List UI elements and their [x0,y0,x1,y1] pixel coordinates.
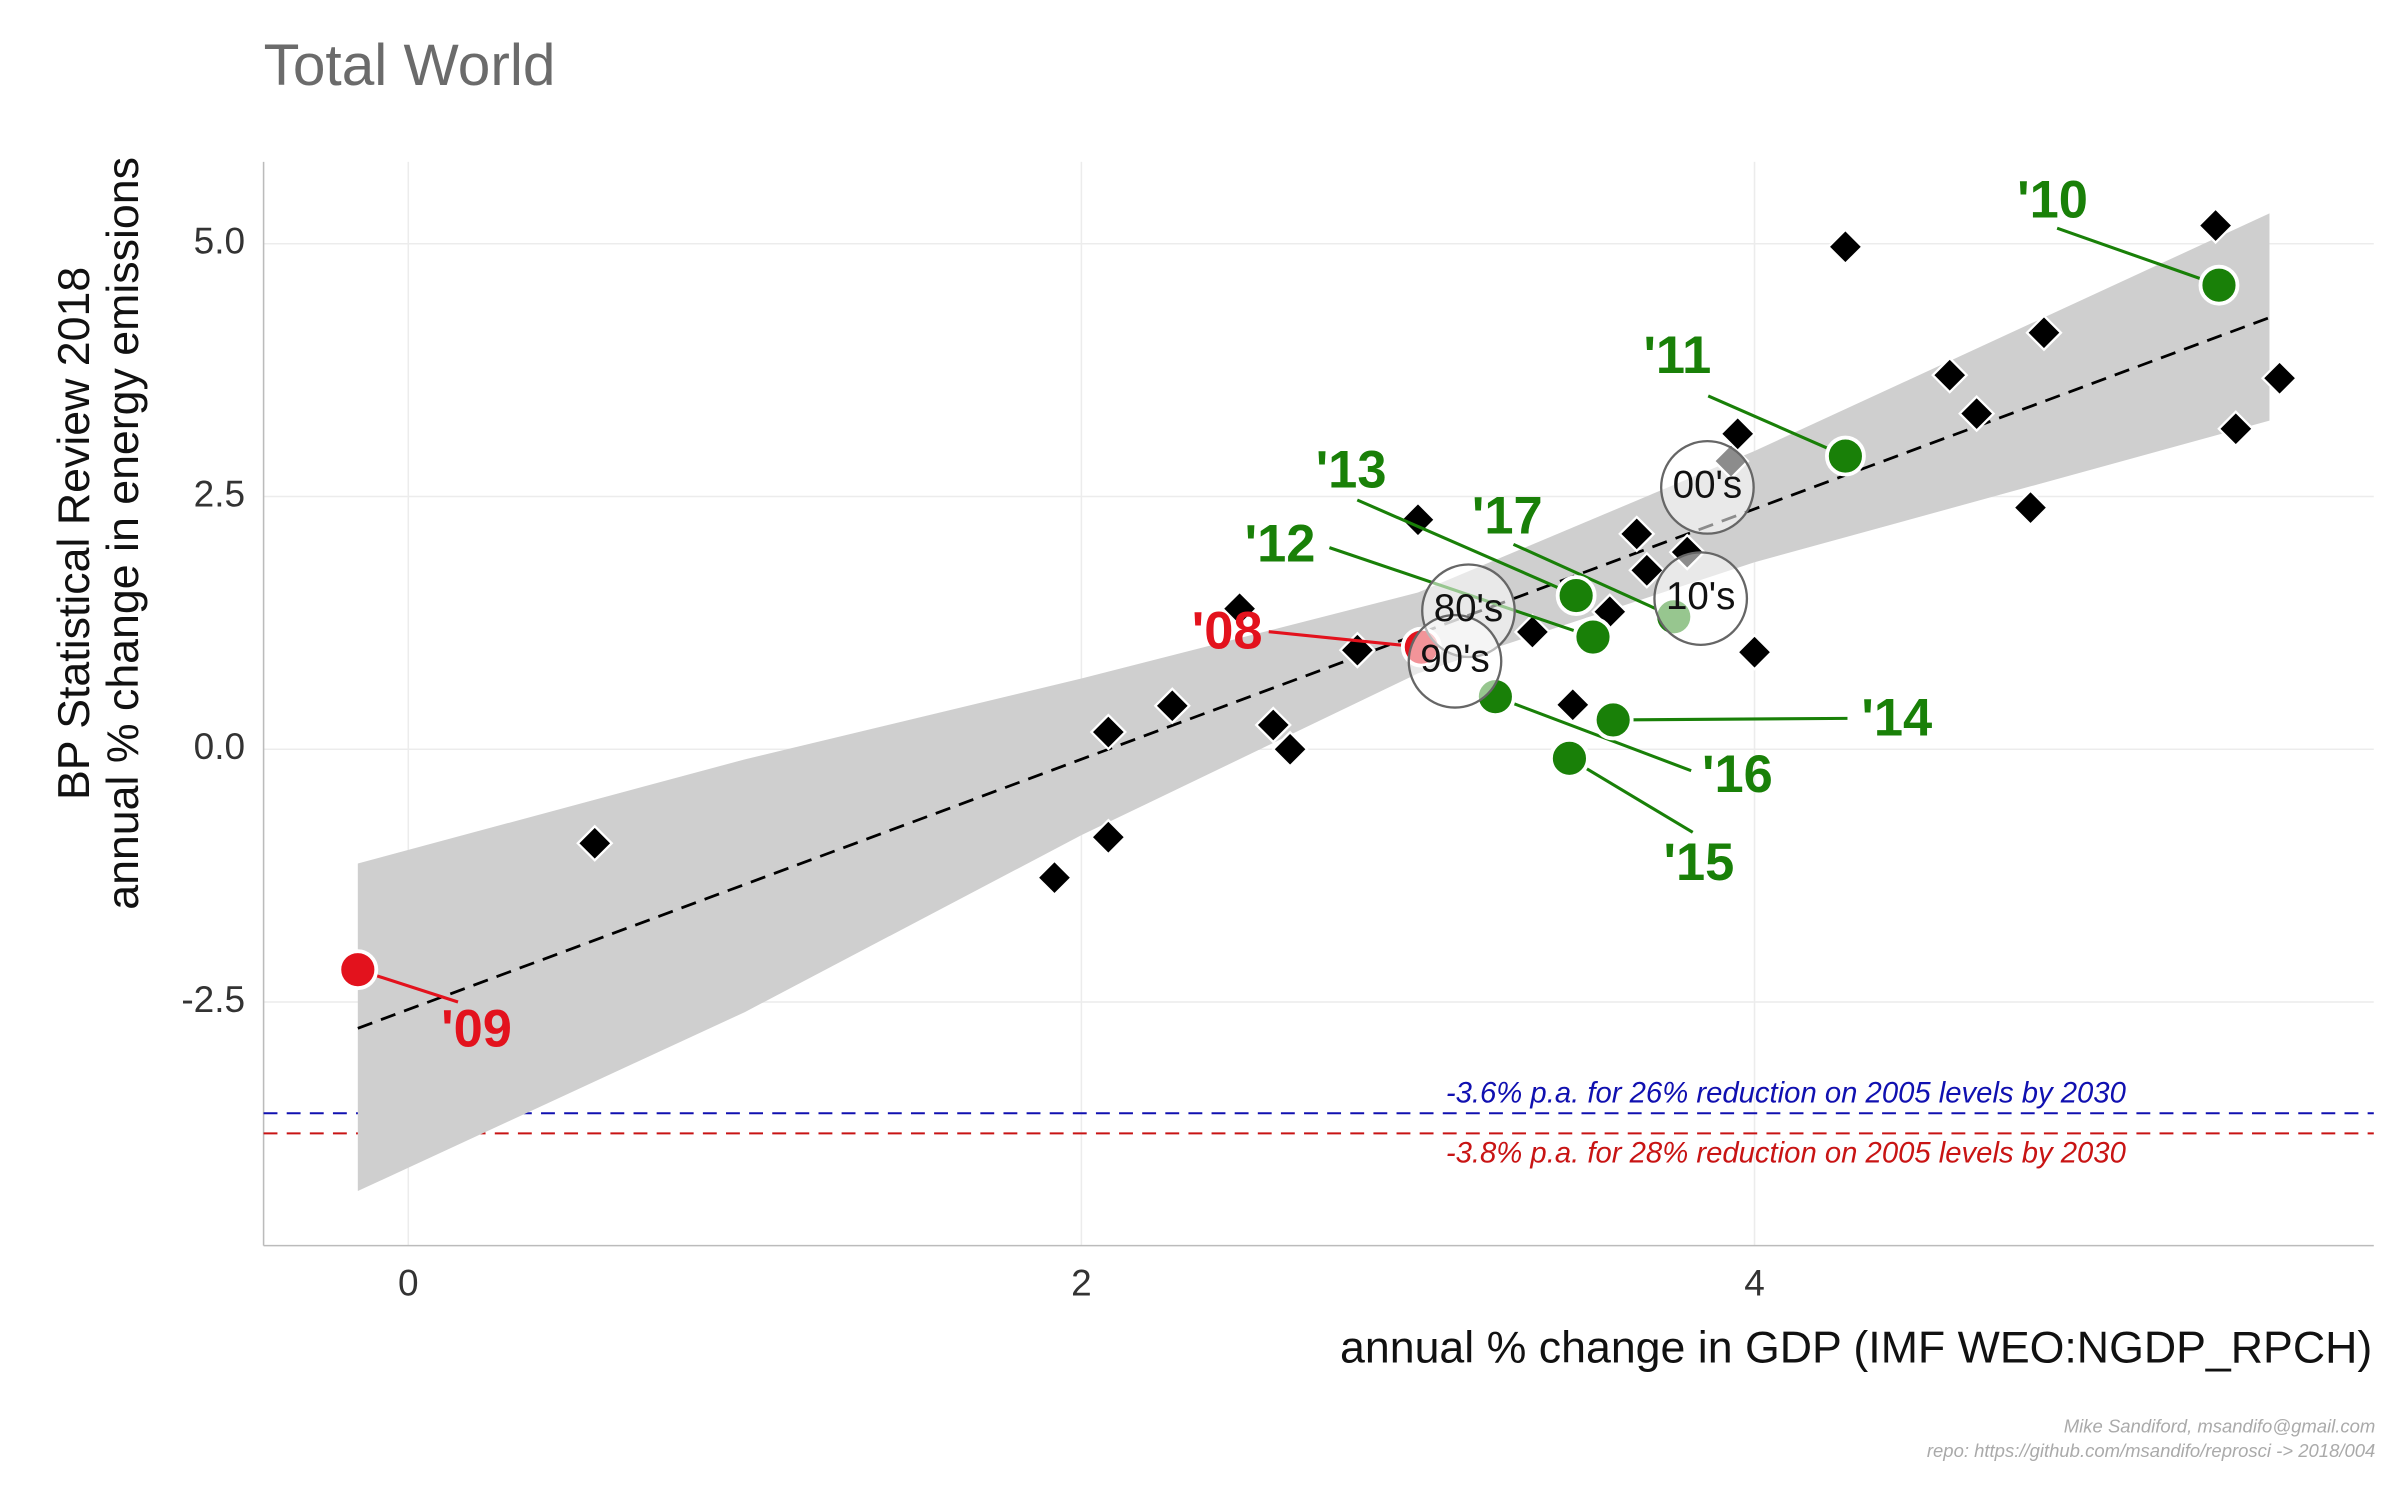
highlight-label: '12 [1245,515,1316,573]
leader-line [1268,630,1422,649]
x-axis-label: annual % change in GDP (IMF WEO:NGDP_RPC… [1340,1323,2372,1372]
point [1254,706,1292,744]
y-tick-label: 0.0 [194,726,245,767]
highlight-label: '16 [1702,746,1773,804]
highlight-label: '13 [1316,442,1387,500]
fit-line [357,316,2270,1030]
y-tick-label: 2.5 [194,473,245,514]
decade-label: 00's [1673,464,1742,507]
leader-line [1568,757,1694,834]
y-axis-label: BP Statistical Review 2018 [50,267,99,800]
point [1735,633,1774,671]
point [1271,730,1309,768]
leader-line [1356,498,1577,597]
confidence-band [357,213,2270,1192]
highlight-label: '14 [1861,689,1932,747]
point [1628,551,1666,589]
decade-circle [1653,551,1749,647]
point [1554,686,1592,724]
decade-label: 80's [1434,587,1503,630]
highlight-label: '08 [1192,603,1263,661]
point [1089,713,1127,751]
point [1618,515,1656,553]
y-tick-label: 5.0 [194,221,245,262]
point [576,824,614,862]
x-tick-label: 0 [398,1262,419,1303]
point [1338,631,1376,669]
point [1089,818,1127,856]
leader-line [1494,695,1692,773]
highlight-point [1572,616,1614,658]
decade-label: 90's [1420,637,1489,680]
highlight-point [1555,575,1597,617]
highlight-label: '09 [441,1001,512,1059]
leader-line [1512,542,1675,619]
point [1221,590,1259,628]
y-axis-label: annual % change in energy emissions [99,157,148,910]
x-tick-label: 2 [1071,1262,1092,1303]
highlight-point [337,949,379,991]
point [2197,206,2235,245]
chart-title: Total World [264,33,556,98]
highlight-label: '17 [1472,488,1543,546]
leader-line [1707,394,1847,458]
highlight-label: '15 [1664,834,1735,892]
reference-label: -3.8% p.a. for 28% reduction on 2005 lev… [1446,1137,2127,1170]
x-tick-label: 4 [1744,1262,1765,1303]
decade-circle [1660,439,1755,535]
point [1826,228,1864,266]
caption: Mike Sandiford, msandifo@gmail.com [2064,1415,2376,1436]
point [2260,359,2299,397]
point [2011,489,2050,527]
highlight-label: '11 [1643,327,1711,385]
point [2217,410,2255,448]
leader-line [1613,716,1848,722]
highlight-label: '10 [2017,171,2088,229]
point [1035,859,1074,897]
highlight-point [2198,264,2240,306]
point [1719,415,1757,453]
point [1153,687,1191,725]
highlight-point [1549,737,1590,779]
reference-label: -3.6% p.a. for 26% reduction on 2005 lev… [1446,1076,2127,1109]
decade-label: 10's [1666,575,1735,618]
highlight-point [1592,699,1634,741]
point [1399,501,1437,539]
caption: repo: https://github.com/msandifo/repros… [1927,1440,2375,1461]
leader-line [2056,226,2220,287]
point [2025,314,2063,352]
point [1513,613,1551,651]
highlight-point [1824,435,1866,477]
point [1931,356,1969,394]
y-tick-label: -2.5 [181,979,245,1020]
decade-circle [1407,613,1503,709]
point [1958,395,1996,433]
